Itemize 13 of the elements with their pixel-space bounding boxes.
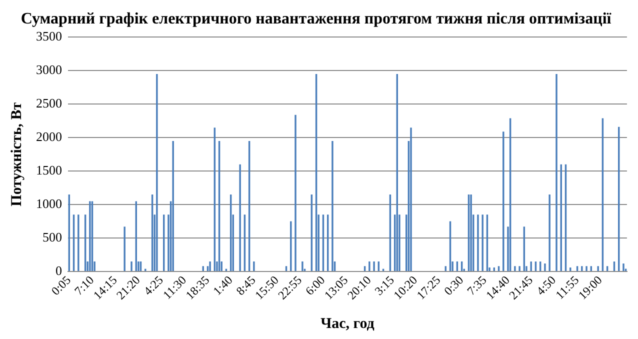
- y-tick-label: 1500: [36, 162, 62, 178]
- y-tick-label: 500: [42, 229, 62, 244]
- x-tick-label: 0:30: [441, 273, 466, 298]
- x-axis-title: Час, год: [320, 316, 375, 332]
- y-tick-label: 1000: [36, 196, 62, 211]
- y-axis-title: Потужність, Вт: [8, 102, 25, 206]
- x-tick-label: 1:40: [210, 273, 236, 298]
- y-tick-label: 2500: [36, 96, 62, 111]
- y-tick-label: 2000: [36, 129, 62, 144]
- y-tick-label: 3500: [36, 28, 62, 44]
- y-tick-label: 0: [56, 262, 62, 278]
- y-tick-label: 3000: [36, 62, 62, 78]
- chart-title: Сумарний графік електричного навантаження протягом тижня після оптимізації: [20, 10, 612, 28]
